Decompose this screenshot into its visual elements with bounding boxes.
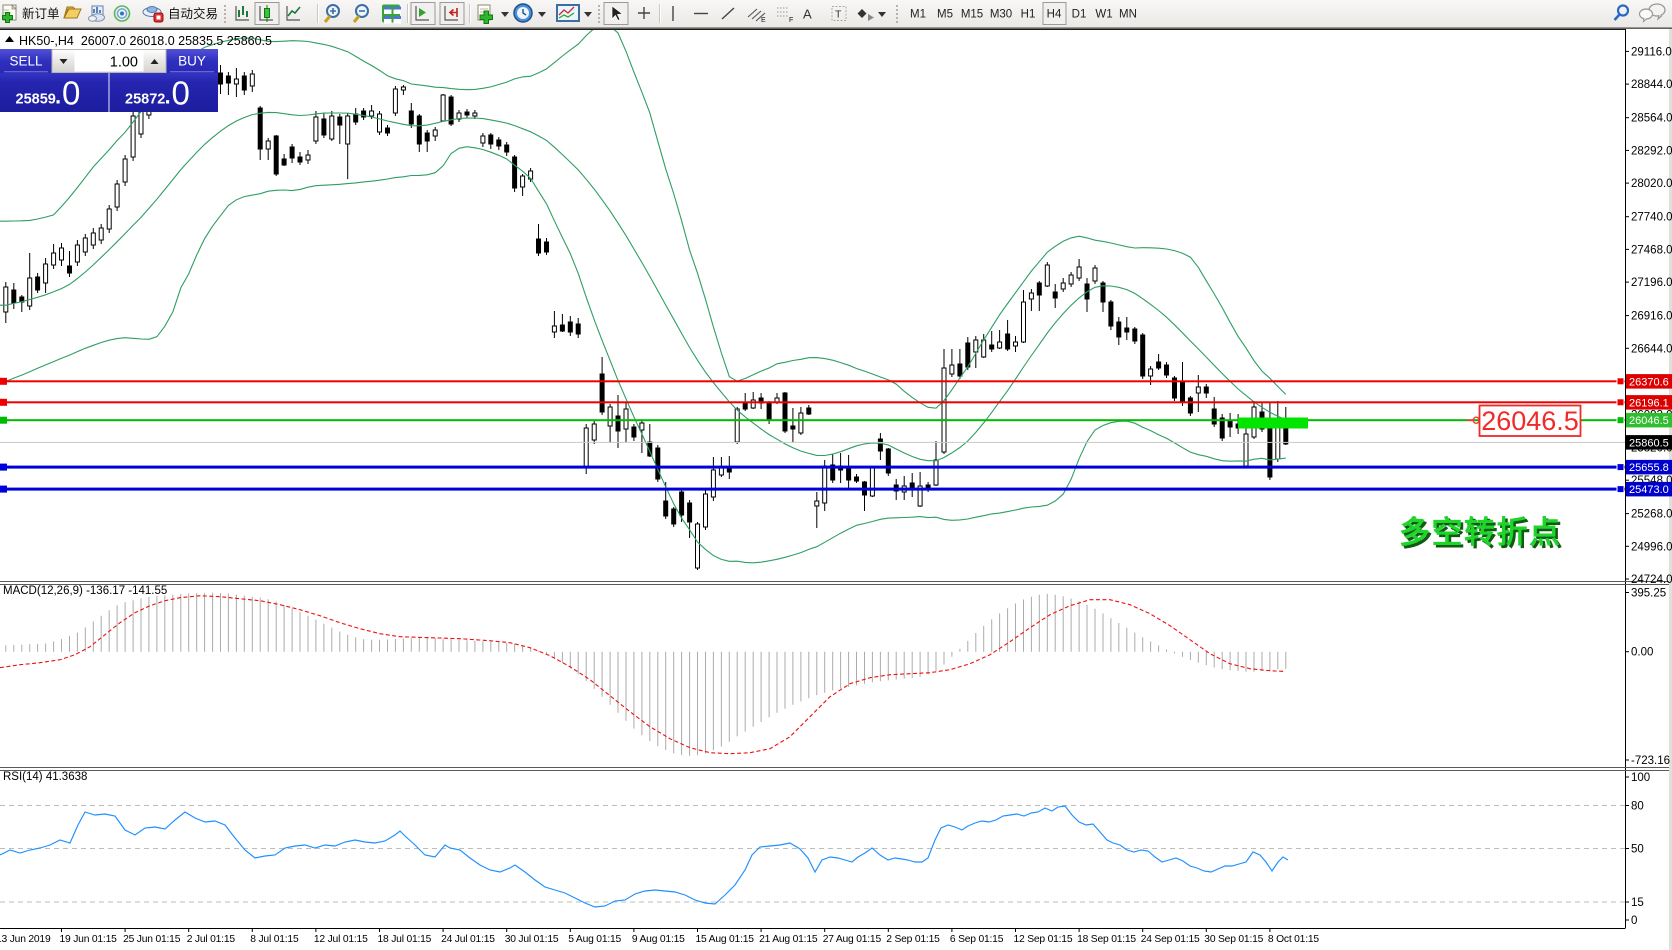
svg-text:8 Oct 01:15: 8 Oct 01:15: [1268, 934, 1320, 945]
svg-text:RSI(14) 41.3638: RSI(14) 41.3638: [3, 771, 87, 783]
svg-text:28020.0: 28020.0: [1631, 178, 1672, 190]
svg-text:50: 50: [1631, 844, 1644, 856]
svg-text:25473.0: 25473.0: [1629, 484, 1669, 496]
svg-text:26370.6: 26370.6: [1629, 376, 1669, 388]
svg-text:30 Sep 01:15: 30 Sep 01:15: [1204, 934, 1263, 945]
svg-text:新订单: 新订单: [22, 6, 60, 21]
svg-text:30 Jul 01:15: 30 Jul 01:15: [505, 934, 559, 945]
svg-text:SELL: SELL: [9, 54, 43, 69]
svg-text:0: 0: [172, 75, 190, 112]
svg-text:5 Aug 01:15: 5 Aug 01:15: [568, 934, 621, 945]
svg-text:A: A: [803, 7, 812, 22]
svg-text:D1: D1: [1072, 9, 1087, 21]
svg-text:24 Jul 01:15: 24 Jul 01:15: [441, 934, 495, 945]
svg-text:.: .: [165, 84, 171, 109]
svg-text:0: 0: [1631, 915, 1637, 927]
svg-text:25859: 25859: [16, 92, 56, 108]
svg-text:27196.0: 27196.0: [1631, 277, 1672, 289]
svg-text:24724.0: 24724.0: [1631, 574, 1672, 586]
svg-text:F: F: [789, 17, 793, 24]
svg-text:29116.0: 29116.0: [1631, 46, 1672, 58]
svg-text:-723.16: -723.16: [1631, 755, 1670, 767]
svg-text:E: E: [761, 17, 766, 24]
svg-text:24996.0: 24996.0: [1631, 541, 1672, 553]
svg-text:W1: W1: [1095, 9, 1112, 21]
svg-text:自动交易: 自动交易: [168, 6, 218, 21]
svg-text:26916.0: 26916.0: [1631, 311, 1672, 323]
svg-text:26046.5: 26046.5: [1481, 406, 1579, 436]
svg-text:9 Aug 01:15: 9 Aug 01:15: [632, 934, 685, 945]
svg-text:26644.0: 26644.0: [1631, 343, 1672, 355]
svg-text:2 Jul 01:15: 2 Jul 01:15: [187, 934, 236, 945]
svg-text:BUY: BUY: [178, 54, 206, 69]
svg-text:19 Jun 01:15: 19 Jun 01:15: [60, 934, 118, 945]
svg-text:26046.5: 26046.5: [1629, 415, 1669, 427]
svg-text:25 Jun 01:15: 25 Jun 01:15: [123, 934, 181, 945]
svg-text:M5: M5: [937, 9, 953, 21]
svg-text:2 Sep 01:15: 2 Sep 01:15: [886, 934, 940, 945]
svg-text:26196.1: 26196.1: [1629, 397, 1669, 409]
svg-text:H4: H4: [1047, 9, 1062, 21]
svg-text:12 Sep 01:15: 12 Sep 01:15: [1014, 934, 1073, 945]
svg-text:M15: M15: [961, 9, 983, 21]
svg-text:18 Sep 01:15: 18 Sep 01:15: [1077, 934, 1136, 945]
svg-text:MN: MN: [1119, 9, 1137, 21]
svg-text:8 Jul 01:15: 8 Jul 01:15: [250, 934, 299, 945]
svg-text:25268.0: 25268.0: [1631, 509, 1672, 521]
svg-text:多空转折点: 多空转折点: [1402, 518, 1565, 553]
svg-text:28292.0: 28292.0: [1631, 145, 1672, 157]
svg-text:25872: 25872: [125, 92, 165, 108]
svg-text:24 Sep 01:15: 24 Sep 01:15: [1141, 934, 1200, 945]
svg-text:15 Aug 01:15: 15 Aug 01:15: [696, 934, 755, 945]
svg-text:27740.0: 27740.0: [1631, 212, 1672, 224]
svg-text:.: .: [55, 84, 61, 109]
svg-text:1.00: 1.00: [110, 55, 138, 71]
svg-text:27468.0: 27468.0: [1631, 244, 1672, 256]
svg-text:28844.0: 28844.0: [1631, 79, 1672, 91]
svg-text:25860.5: 25860.5: [1629, 437, 1669, 449]
svg-text:0.00: 0.00: [1631, 647, 1653, 659]
svg-text:H1: H1: [1021, 9, 1036, 21]
svg-text:T: T: [835, 9, 842, 21]
svg-text:395.25: 395.25: [1631, 588, 1666, 600]
svg-text:MACD(12,26,9) -136.17 -141.55: MACD(12,26,9) -136.17 -141.55: [3, 585, 167, 597]
svg-text:100: 100: [1631, 772, 1650, 784]
svg-text:HK50-,H4 26007.0 26018.0 2583: HK50-,H4 26007.0 26018.0 25835.5 25860.5: [19, 34, 272, 48]
svg-text:6 Sep 01:15: 6 Sep 01:15: [950, 934, 1004, 945]
svg-text:0: 0: [62, 75, 80, 112]
svg-text:M30: M30: [990, 9, 1012, 21]
svg-text:多空转折点: 多空转折点: [1399, 515, 1562, 550]
svg-text:18 Jul 01:15: 18 Jul 01:15: [378, 934, 432, 945]
svg-text:27 Aug 01:15: 27 Aug 01:15: [823, 934, 882, 945]
svg-text:80: 80: [1631, 801, 1644, 813]
svg-text:12 Jul 01:15: 12 Jul 01:15: [314, 934, 368, 945]
svg-text:21 Aug 01:15: 21 Aug 01:15: [759, 934, 818, 945]
svg-text:13 Jun 2019: 13 Jun 2019: [0, 934, 51, 945]
svg-text:15: 15: [1631, 897, 1644, 909]
svg-text:28564.0: 28564.0: [1631, 113, 1672, 125]
svg-text:M1: M1: [910, 9, 926, 21]
svg-text:25655.8: 25655.8: [1629, 462, 1669, 474]
